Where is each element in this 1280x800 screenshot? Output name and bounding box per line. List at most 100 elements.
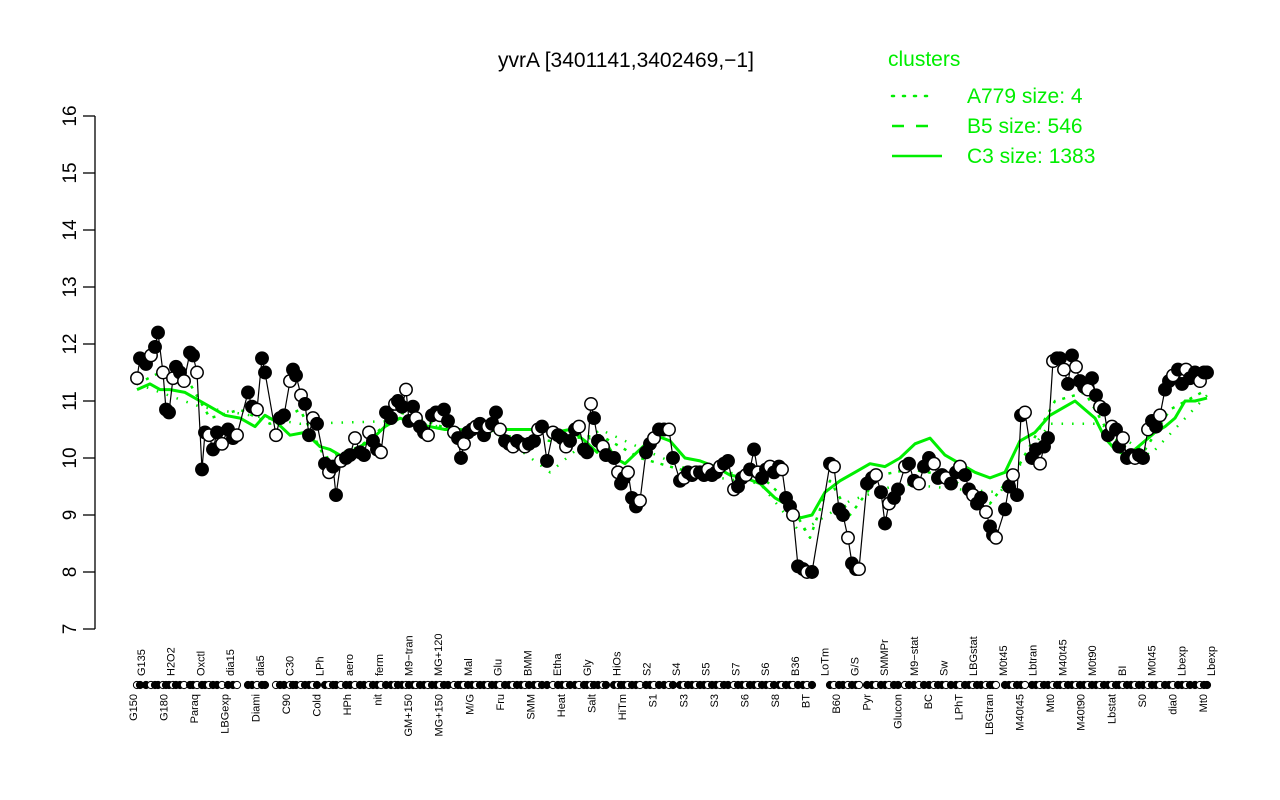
x-tick-label: BI — [1117, 666, 1129, 676]
data-point — [1136, 451, 1150, 465]
x-tick-label: M0t90 — [1087, 645, 1099, 676]
data-point — [747, 442, 761, 457]
x-tick-label: Salt — [587, 694, 599, 713]
data-point — [130, 371, 144, 386]
data-point — [721, 453, 735, 468]
y-tick-label: 12 — [60, 333, 81, 354]
data-point — [195, 462, 209, 477]
data-point — [902, 456, 916, 471]
data-point — [250, 402, 264, 417]
data-point — [289, 368, 303, 383]
data-point — [958, 468, 972, 483]
data-point — [1200, 365, 1214, 380]
x-tick-label: Lbstat — [1106, 694, 1118, 724]
data-point — [989, 530, 1003, 545]
x-tick-label: LoTm — [820, 648, 832, 676]
data-point — [357, 448, 371, 463]
x-tick-label: dia15 — [225, 649, 237, 676]
data-point — [944, 476, 958, 491]
x-tick-label: dia0 — [1167, 694, 1179, 715]
x-tick-label: S4 — [671, 663, 683, 676]
data-point — [979, 505, 993, 520]
x-tick-label: LPh — [314, 656, 326, 676]
x-tick-label: Fru — [495, 694, 507, 711]
x-tick-label: Pyr — [862, 694, 874, 711]
data-point — [1061, 376, 1075, 391]
data-point — [836, 508, 850, 522]
data-point — [1010, 488, 1024, 503]
data-point — [255, 351, 269, 366]
x-tick-label: ferm — [374, 654, 386, 676]
legend-entry-a779: A779 size: 4 — [967, 85, 1083, 108]
y-axis: 7 8 9 10 11 12 13 14 15 16 — [60, 105, 96, 634]
x-tick-label: Gly — [582, 659, 594, 676]
data-point — [1053, 351, 1067, 366]
data-point — [162, 405, 176, 420]
data-point — [1149, 419, 1163, 434]
data-point — [374, 445, 388, 460]
data-point — [302, 428, 316, 443]
data-point — [633, 493, 647, 508]
x-tick-label: B36 — [790, 656, 802, 676]
x-tick-label: BMM — [522, 650, 534, 676]
data-point — [258, 365, 272, 380]
data-point — [927, 456, 941, 471]
data-point — [489, 405, 503, 420]
x-tick-label: Sw — [939, 661, 951, 676]
data-point — [269, 428, 283, 443]
x-tick-label: HiTm — [617, 694, 629, 720]
x-tick-label: S5 — [701, 663, 713, 676]
y-tick-label: 11 — [60, 391, 81, 411]
data-point — [1018, 405, 1032, 420]
data-point — [384, 411, 398, 426]
x-tick-label: M0t45 — [1147, 645, 1159, 676]
data-point — [148, 339, 162, 354]
data-point — [215, 436, 229, 451]
data-point — [1116, 431, 1130, 446]
data-point — [151, 325, 165, 340]
x-tick-label: G180 — [159, 694, 171, 721]
y-tick-label: 16 — [60, 105, 81, 126]
data-point — [1153, 408, 1167, 423]
data-point — [874, 485, 888, 500]
x-tick-label: Heat — [556, 694, 568, 717]
x-tick-label: S3 — [678, 694, 690, 707]
data-point — [621, 465, 635, 480]
x-tick-label: M0t45 — [998, 645, 1010, 676]
data-point — [190, 365, 204, 380]
x-tick-label: Oxctl — [195, 651, 207, 676]
chart-title: yvrA [3401141,3402469,−1] — [498, 49, 754, 72]
x-tick-label: nit — [373, 694, 385, 706]
data-point — [878, 516, 892, 531]
data-point — [587, 411, 601, 426]
data-point — [399, 382, 413, 397]
y-tick-label: 10 — [60, 447, 81, 468]
data-point — [441, 413, 455, 428]
x-tick-label: BT — [801, 694, 813, 708]
x-tick-label: Mal — [463, 658, 475, 676]
data-point — [775, 462, 789, 477]
data-point — [662, 422, 676, 437]
data-point — [540, 453, 554, 468]
x-tick-label: M/G — [464, 694, 476, 715]
data-point — [310, 416, 324, 431]
data-point — [527, 433, 541, 448]
x-tick-label: C30 — [285, 656, 297, 676]
x-tick-label: H2O2 — [166, 647, 178, 676]
data-point — [1033, 456, 1047, 471]
y-tick-label: 13 — [60, 276, 81, 297]
data-point — [1089, 388, 1103, 403]
data-point — [1085, 371, 1099, 386]
x-labels-bottom: G150 G180 Paraq LBGexp Diami C90 Cold HPh nit GM+… — [128, 694, 1210, 737]
data-point — [186, 348, 200, 363]
data-point — [584, 396, 598, 411]
x-tick-label: S8 — [770, 694, 782, 707]
data-point — [563, 433, 577, 448]
x-tick-label: S1 — [648, 694, 660, 707]
x-tick-label: Cold — [311, 694, 323, 717]
data-point — [580, 445, 594, 460]
x-tick-label: Mt0 — [1045, 694, 1057, 712]
x-tick-label: MG+150 — [434, 694, 446, 737]
x-tick-label: LBGstat — [968, 636, 980, 676]
data-point — [891, 482, 905, 497]
